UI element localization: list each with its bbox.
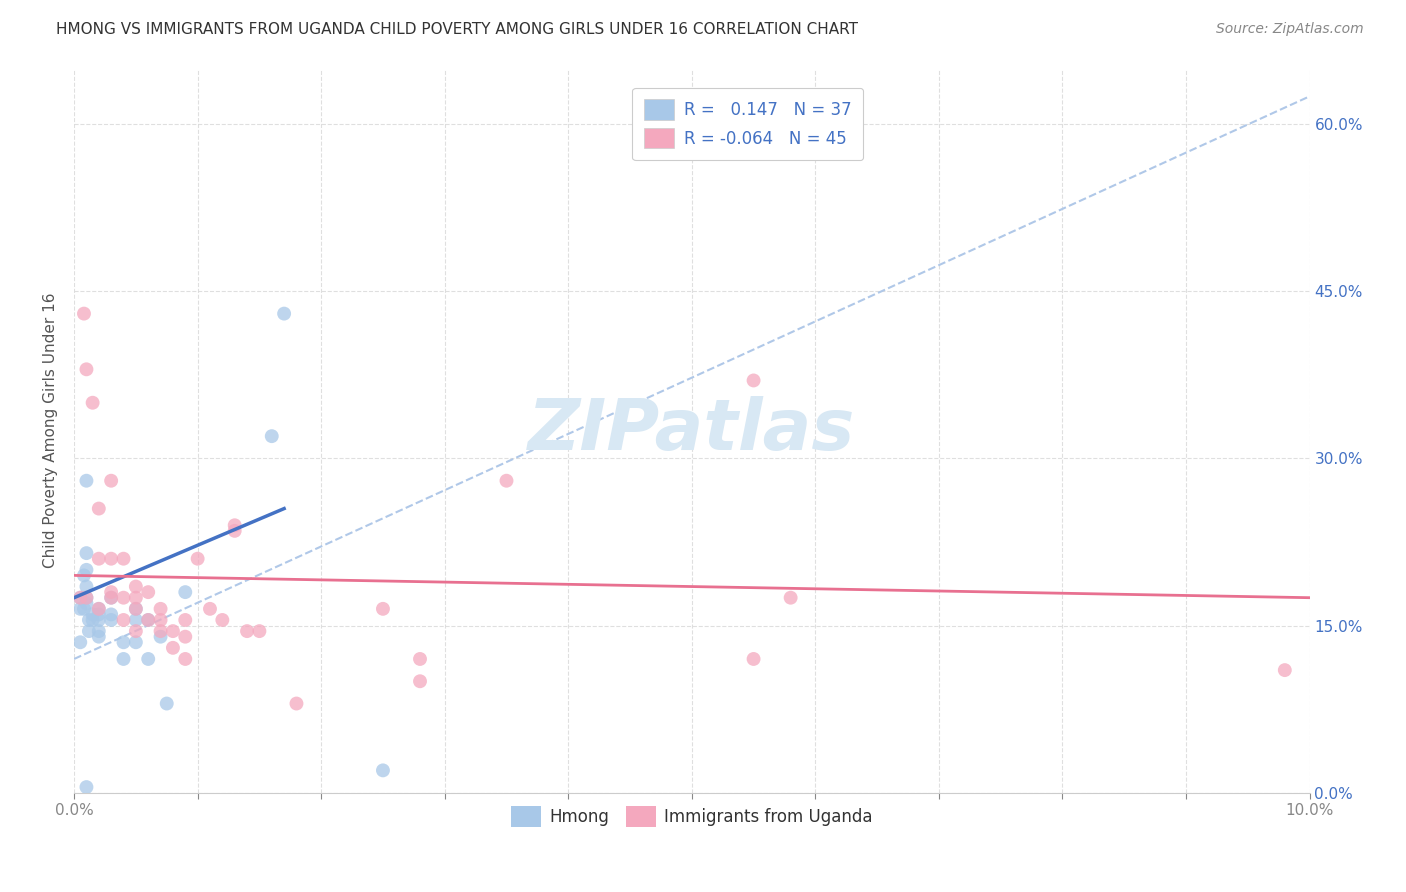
Point <box>371 602 394 616</box>
Point <box>409 652 432 666</box>
Point <box>125 613 148 627</box>
Point <box>82 613 104 627</box>
Point <box>236 624 259 639</box>
Point <box>260 429 283 443</box>
Point <box>100 474 122 488</box>
Point <box>125 635 148 649</box>
Point <box>69 591 91 605</box>
Point <box>174 652 197 666</box>
Point <box>742 652 765 666</box>
Point <box>409 674 432 689</box>
Point <box>273 307 295 321</box>
Point <box>69 635 91 649</box>
Point <box>100 591 122 605</box>
Point <box>75 780 97 794</box>
Point <box>495 474 517 488</box>
Point <box>87 613 110 627</box>
Point <box>112 551 135 566</box>
Point <box>73 307 96 321</box>
Point <box>75 580 97 594</box>
Point <box>75 591 97 605</box>
Point <box>149 613 172 627</box>
Point <box>75 546 97 560</box>
Point <box>75 596 97 610</box>
Point <box>100 591 122 605</box>
Point <box>1274 663 1296 677</box>
Point <box>162 624 184 639</box>
Point <box>87 602 110 616</box>
Point <box>100 585 122 599</box>
Point <box>162 640 184 655</box>
Point <box>371 764 394 778</box>
Point <box>247 624 270 639</box>
Point <box>174 630 197 644</box>
Point <box>136 613 159 627</box>
Point <box>82 395 104 409</box>
Point <box>75 563 97 577</box>
Legend: Hmong, Immigrants from Uganda: Hmong, Immigrants from Uganda <box>502 798 882 835</box>
Point <box>125 591 148 605</box>
Point <box>211 613 233 627</box>
Point <box>112 635 135 649</box>
Y-axis label: Child Poverty Among Girls Under 16: Child Poverty Among Girls Under 16 <box>44 293 58 568</box>
Point <box>285 697 308 711</box>
Point <box>224 518 246 533</box>
Point <box>87 624 110 639</box>
Point <box>77 624 100 639</box>
Point <box>136 585 159 599</box>
Point <box>174 613 197 627</box>
Point <box>77 613 100 627</box>
Point <box>149 602 172 616</box>
Point <box>100 607 122 622</box>
Point <box>112 613 135 627</box>
Point <box>87 551 110 566</box>
Point <box>112 652 135 666</box>
Point <box>75 362 97 376</box>
Point <box>125 602 148 616</box>
Point <box>87 630 110 644</box>
Point <box>779 591 801 605</box>
Point <box>87 602 110 616</box>
Point <box>75 591 97 605</box>
Point <box>125 624 148 639</box>
Point <box>136 613 159 627</box>
Point <box>100 613 122 627</box>
Point <box>125 580 148 594</box>
Point <box>87 501 110 516</box>
Point <box>69 591 91 605</box>
Point <box>742 374 765 388</box>
Point <box>125 602 148 616</box>
Point <box>198 602 221 616</box>
Point <box>87 607 110 622</box>
Text: ZIPatlas: ZIPatlas <box>529 396 855 465</box>
Point <box>112 591 135 605</box>
Point <box>224 524 246 538</box>
Point <box>69 602 91 616</box>
Point <box>73 602 96 616</box>
Point <box>149 624 172 639</box>
Point <box>136 652 159 666</box>
Point <box>100 551 122 566</box>
Point <box>75 474 97 488</box>
Point <box>82 607 104 622</box>
Point <box>149 630 172 644</box>
Point <box>73 568 96 582</box>
Point <box>156 697 179 711</box>
Text: HMONG VS IMMIGRANTS FROM UGANDA CHILD POVERTY AMONG GIRLS UNDER 16 CORRELATION C: HMONG VS IMMIGRANTS FROM UGANDA CHILD PO… <box>56 22 858 37</box>
Point <box>174 585 197 599</box>
Point <box>187 551 209 566</box>
Text: Source: ZipAtlas.com: Source: ZipAtlas.com <box>1216 22 1364 37</box>
